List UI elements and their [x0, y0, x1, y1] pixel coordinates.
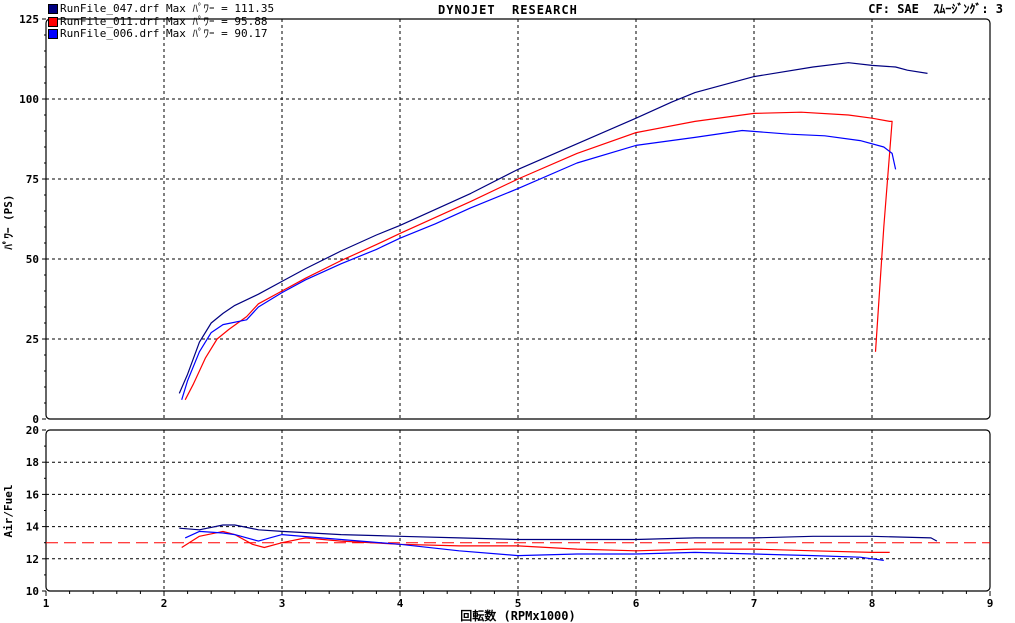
legend: RunFile_047.drf Max ﾊﾟﾜｰ = 111.35 RunFil…	[48, 2, 275, 41]
afr-series-047	[179, 524, 938, 542]
power-series-006	[181, 129, 897, 400]
legend-text: Max ﾊﾟﾜｰ = 111.35	[165, 2, 275, 15]
power-y-tick-label: 50	[26, 253, 39, 266]
correction-factor-label: CF: SAE ｽﾑｰｼﾞﾝｸﾞ: 3	[868, 2, 1003, 16]
x-tick-label: 6	[633, 597, 640, 610]
power-series-011	[184, 111, 893, 401]
x-tick-label: 4	[397, 597, 404, 610]
legend-swatch-047	[48, 4, 58, 15]
power-panel: 0 25 50 75 100 125	[19, 13, 991, 426]
power-y-axis-label: ﾊﾟﾜｰ (PS)	[1, 194, 15, 250]
legend-swatch-011	[48, 16, 58, 27]
legend-file: RunFile_047.drf	[60, 2, 160, 15]
afr-y-tick-label: 20	[26, 424, 39, 437]
power-series-047	[178, 62, 928, 394]
chart-title: DYNOJET RESEARCH	[438, 3, 578, 17]
power-y-tick-label: 75	[26, 173, 39, 186]
x-tick-label: 9	[987, 597, 994, 610]
x-tick-label: 8	[869, 597, 876, 610]
air-fuel-y-axis-label: Air/Fuel	[2, 485, 15, 538]
x-tick-label: 7	[751, 597, 758, 610]
x-tick-label: 1	[43, 597, 50, 610]
afr-y-tick-label: 10	[26, 585, 39, 598]
legend-item: RunFile_006.drf Max ﾊﾟﾜｰ = 90.17	[48, 27, 274, 41]
afr-y-tick-label: 18	[26, 456, 39, 469]
power-y-tick-label: 25	[26, 333, 39, 346]
legend-item: RunFile_011.drf Max ﾊﾟﾜｰ = 95.88	[48, 14, 274, 29]
afr-y-tick-label: 12	[26, 553, 39, 566]
legend-text: Max ﾊﾟﾜｰ = 90.17	[165, 27, 268, 40]
power-y-tick-label: 100	[19, 93, 39, 106]
legend-file: RunFile_006.drf	[60, 27, 160, 40]
x-tick-label: 2	[161, 597, 168, 610]
afr-series-006	[184, 530, 884, 561]
afr-y-tick-label: 14	[26, 521, 40, 534]
afr-y-tick-label: 16	[26, 488, 40, 501]
legend-item: RunFile_047.drf Max ﾊﾟﾜｰ = 111.35	[48, 2, 275, 16]
legend-text: Max ﾊﾟﾜｰ = 95.88	[165, 14, 268, 28]
power-y-tick-label: 125	[19, 13, 39, 26]
power-y-tick-label: 0	[32, 413, 39, 426]
x-axis-label: 回転数 (RPMx1000)	[460, 608, 575, 623]
x-tick-label: 3	[279, 597, 286, 610]
legend-swatch-006	[48, 29, 58, 40]
x-tick-label: 5	[515, 597, 522, 610]
legend-file: RunFile_011.drf	[60, 14, 160, 28]
